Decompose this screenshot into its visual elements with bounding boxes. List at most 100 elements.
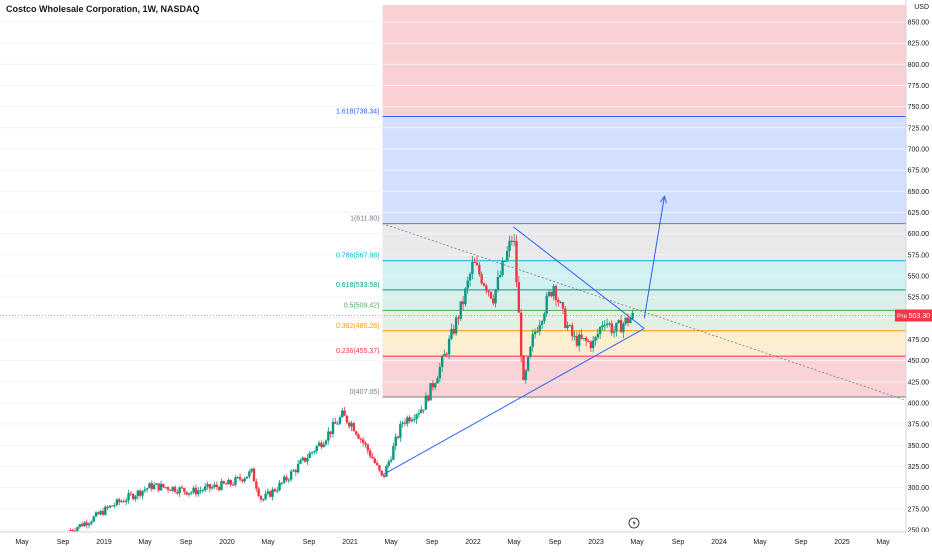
candle-body (373, 458, 376, 463)
candle-body (427, 395, 430, 401)
candle-body (587, 340, 590, 342)
candle-body (368, 450, 372, 457)
candle-body (355, 431, 358, 435)
price-tick-label: 750.00 (908, 104, 930, 111)
candle-body (608, 323, 611, 325)
candle-body (464, 288, 467, 305)
candle-body (136, 490, 140, 497)
time-tick-label: Sep (549, 539, 562, 546)
candle-body (248, 471, 251, 477)
candle-body (210, 487, 214, 489)
candle-body (148, 483, 151, 489)
time-tick-label: May (138, 539, 152, 546)
fib-level-label: 1.618(738.34) (336, 108, 380, 115)
candle-body (245, 476, 249, 479)
candle-body (394, 436, 397, 447)
candle-body (71, 530, 74, 532)
candle-body (452, 328, 455, 334)
candle-body (303, 457, 307, 462)
candle-body (433, 383, 437, 388)
candle-body (447, 338, 451, 355)
candle-body (73, 530, 77, 532)
time-tick-label: May (753, 539, 767, 546)
candle-body (605, 323, 609, 326)
candle-body (399, 423, 402, 438)
candle-body (238, 477, 242, 480)
candle-body (552, 286, 555, 297)
candle-body (492, 298, 495, 304)
candle-body (115, 499, 119, 506)
candle-body (134, 496, 137, 500)
candle-body (408, 417, 411, 422)
time-tick-label: Sep (57, 539, 70, 546)
candle-body (387, 461, 390, 466)
candle-body (431, 383, 435, 388)
candle-body (540, 321, 544, 326)
candle-body (280, 482, 284, 484)
price-tick-label: 525.00 (908, 295, 930, 302)
candle-body (150, 483, 153, 490)
candle-body (180, 487, 184, 489)
chart-title: Costco Wholesale Corporation, 1W, NASDAQ (6, 4, 200, 14)
candle-body (301, 457, 304, 461)
candle-body (229, 479, 232, 485)
candle-body (125, 500, 128, 502)
candle-body (118, 499, 121, 503)
candle-body (201, 490, 205, 492)
candle-body (487, 290, 490, 292)
candle-body (145, 488, 149, 490)
price-tick-label: 425.00 (908, 379, 930, 386)
candle-body (310, 452, 314, 454)
candle-body (471, 262, 474, 274)
candle-body (111, 505, 114, 507)
candle-body (120, 501, 123, 503)
candle-body (515, 240, 518, 283)
candle-body (622, 323, 625, 333)
candle-body (536, 331, 539, 333)
candle-body (199, 490, 202, 492)
earnings-bolt-icon (632, 519, 636, 527)
candle-body (87, 523, 91, 526)
candle-body (550, 292, 553, 297)
candle-body (473, 262, 476, 264)
fib-level-label: 0.382(485.26) (336, 323, 380, 330)
candle-body (457, 317, 460, 319)
candle-body (282, 476, 286, 483)
candle-body (603, 325, 606, 327)
candle-body (420, 409, 423, 414)
candle-body (494, 289, 497, 304)
candle-body (131, 494, 135, 500)
candle-body (345, 415, 349, 423)
candle-body (557, 300, 560, 303)
candle-body (329, 431, 332, 434)
candle-body (269, 491, 272, 497)
candle-body (547, 292, 551, 296)
candle-body (366, 444, 370, 451)
candle-body (461, 301, 465, 305)
price-tick-label: 250.00 (908, 528, 930, 535)
candle-body (538, 325, 541, 332)
fib-zone-6 (382, 330, 906, 357)
fib-level-label: 0(407.05) (350, 389, 380, 396)
candle-body (266, 491, 270, 494)
candle-body (459, 301, 462, 319)
candle-body (94, 512, 98, 517)
price-axis-currency: USD (914, 4, 929, 11)
candle-body (234, 477, 237, 486)
candle-body (243, 478, 246, 482)
fib-level-label: 1(611.80) (350, 216, 379, 223)
candle-body (327, 431, 330, 441)
candle-body (80, 524, 84, 527)
price-tick-label: 600.00 (908, 231, 930, 238)
candle-body (317, 442, 321, 447)
candle-body (278, 482, 281, 491)
candle-body (438, 366, 442, 379)
candle-body (478, 265, 481, 275)
candle-body (561, 302, 565, 309)
time-tick-label: May (630, 539, 644, 546)
candle-body (524, 370, 527, 381)
candle-body (422, 409, 425, 411)
drawings (0, 195, 907, 476)
